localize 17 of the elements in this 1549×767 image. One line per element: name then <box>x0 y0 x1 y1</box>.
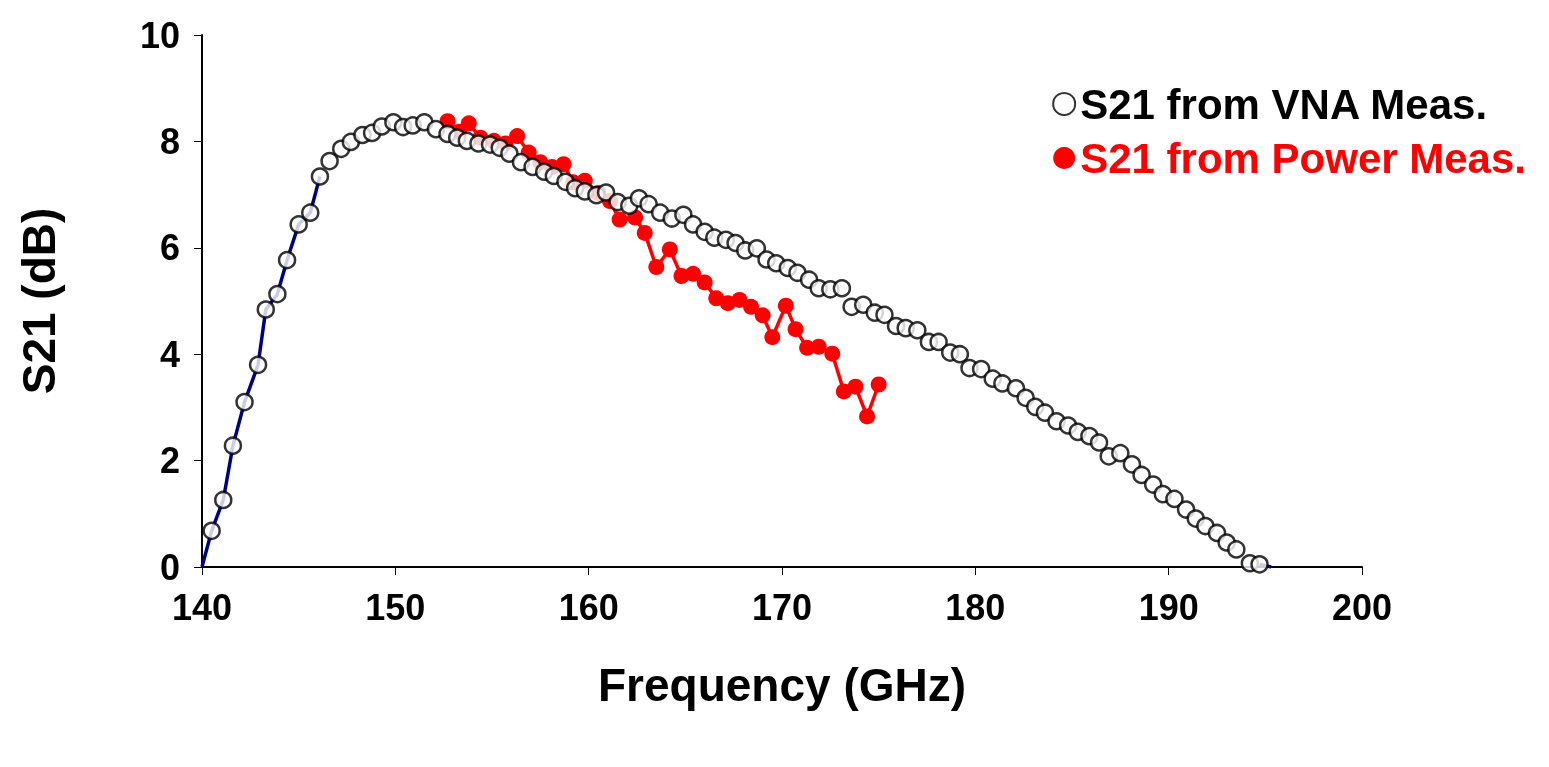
y-tick-label: 4 <box>159 333 180 375</box>
x-tick-label: 180 <box>945 586 1006 628</box>
y-axis-title: S21 (dB) <box>13 207 65 395</box>
x-tick-label: 200 <box>1331 586 1393 628</box>
x-tick-label: 150 <box>365 586 426 628</box>
x-tick-label: 190 <box>1138 586 1199 628</box>
y-tick-label: 0 <box>159 546 180 588</box>
y-tick-label: 2 <box>159 440 180 482</box>
legend-label: S21 from VNA Meas. <box>1080 80 1488 128</box>
legend-label: S21 from Power Meas. <box>1080 134 1526 182</box>
y-tick-label: 6 <box>159 227 180 269</box>
x-tick-label: 160 <box>558 586 619 628</box>
y-tick-label: 8 <box>159 120 180 162</box>
x-tick-label: 170 <box>751 586 813 628</box>
x-tick-label: 140 <box>171 586 233 628</box>
x-axis-title: Frequency (GHz) <box>597 659 967 711</box>
y-tick-label: 10 <box>139 14 180 56</box>
